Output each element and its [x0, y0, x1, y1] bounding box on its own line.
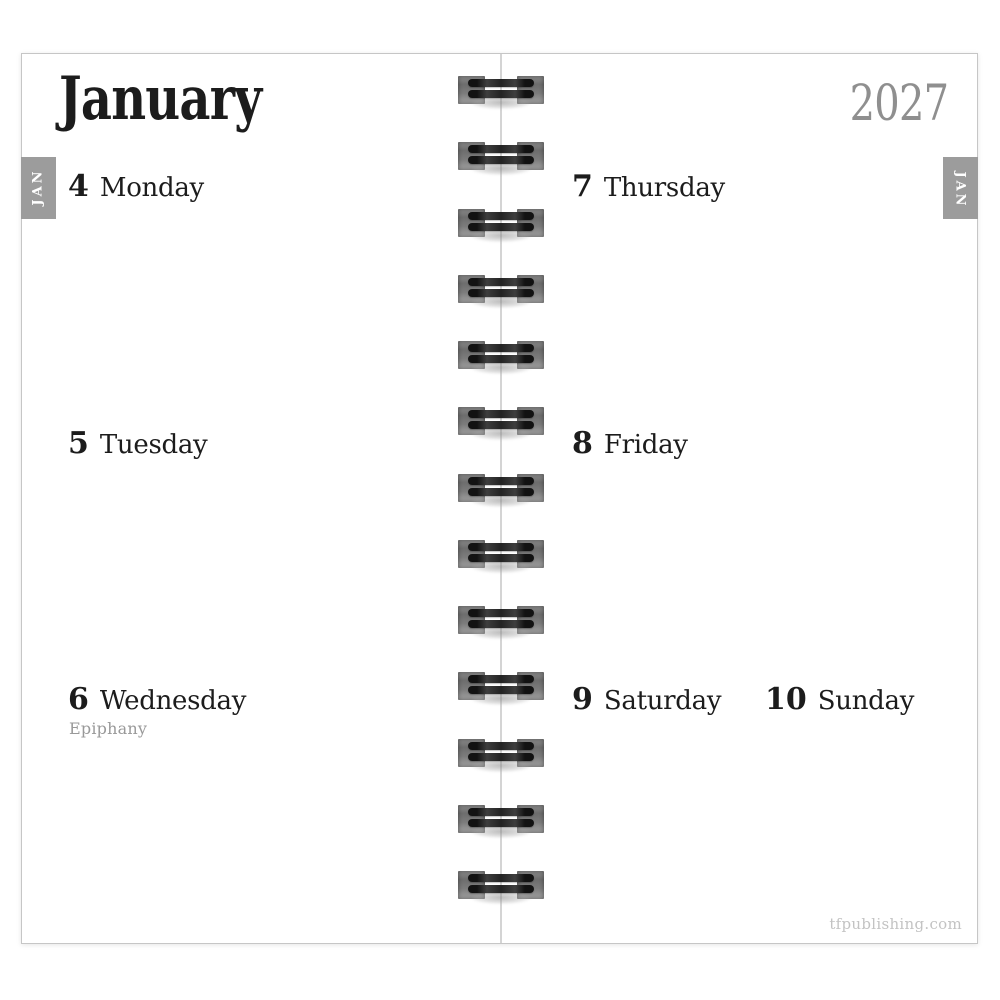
month-title: January	[59, 64, 262, 134]
planner-spread: January 2027 JAN JAN 4 Monday 5 Tuesday 6 Wed…	[21, 53, 978, 944]
day-name: Saturday	[603, 686, 722, 716]
day-number: 6	[68, 682, 89, 717]
day-entry: 4 Monday	[68, 172, 204, 202]
month-tab-right-label: JAN	[953, 170, 968, 209]
day-name: Wednesday	[99, 686, 247, 716]
day-number: 7	[572, 169, 593, 204]
day-entry: 10 Sunday	[765, 685, 914, 715]
day-entry: 5 Tuesday	[68, 426, 208, 461]
day-number: 4	[68, 169, 89, 204]
day-name: Thursday	[603, 173, 725, 203]
day-number: 8	[572, 426, 593, 461]
day-name: Tuesday	[99, 430, 208, 460]
day-entry: 6 Wednesday Epiphany	[68, 685, 246, 737]
month-tab-right: JAN	[943, 157, 978, 219]
day-name: Monday	[99, 173, 204, 203]
day-name: Sunday	[817, 686, 915, 716]
day-entry: 8 Friday	[572, 429, 688, 459]
year-label: 2027	[849, 74, 948, 132]
month-tab-left-label: JAN	[31, 167, 46, 206]
day-entry: 7 Thursday	[572, 172, 725, 202]
day-entry: 9 Saturday	[572, 682, 722, 717]
day-number: 9	[572, 682, 593, 717]
day-name: Friday	[603, 430, 688, 460]
publisher-url: tfpublishing.com	[829, 915, 962, 933]
entries-layer: 4 Monday 5 Tuesday 6 Wednesday Epiphany 7 Thursd…	[22, 54, 977, 943]
day-number: 5	[68, 426, 89, 461]
day-number: 10	[765, 682, 807, 717]
month-tab-left: JAN	[21, 157, 56, 219]
holiday-label: Epiphany	[69, 719, 148, 738]
